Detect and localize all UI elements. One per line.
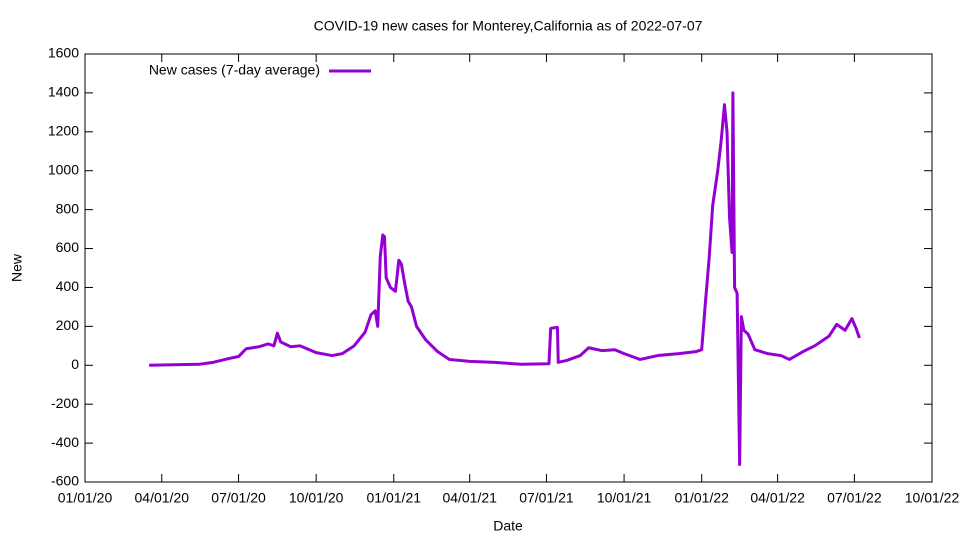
y-tick-label: 800 xyxy=(56,200,80,216)
x-tick-label: 07/01/21 xyxy=(519,490,574,506)
x-tick-label: 04/01/22 xyxy=(750,490,805,506)
x-tick-label: 07/01/20 xyxy=(211,490,266,506)
y-tick-label: 1600 xyxy=(48,45,79,61)
y-tick-label: 1200 xyxy=(48,123,79,139)
x-tick-label: 10/01/22 xyxy=(905,490,960,506)
y-axis-label: New xyxy=(9,253,25,282)
y-tick-label: 1400 xyxy=(48,84,79,100)
y-tick-label: 400 xyxy=(56,278,80,294)
y-tick-label: 1000 xyxy=(48,161,79,177)
y-tick-label: 600 xyxy=(56,239,80,255)
data-line xyxy=(149,91,861,466)
x-tick-label: 07/01/22 xyxy=(827,490,882,506)
x-tick-label: 01/01/22 xyxy=(674,490,729,506)
y-tick-label: -600 xyxy=(51,473,79,489)
chart-title: COVID-19 new cases for Monterey,Californ… xyxy=(314,18,703,34)
x-tick-label: 01/01/21 xyxy=(367,490,422,506)
legend-label: New cases (7-day average) xyxy=(149,62,320,78)
y-tick-label: 0 xyxy=(71,356,79,372)
y-tick-label: -200 xyxy=(51,395,79,411)
y-tick-label: 200 xyxy=(56,317,80,333)
plot-frame xyxy=(84,53,933,483)
x-tick-label: 10/01/20 xyxy=(289,490,344,506)
x-tick-label: 01/01/20 xyxy=(58,490,113,506)
x-tick-label: 04/01/20 xyxy=(135,490,190,506)
y-tick-label: -400 xyxy=(51,434,79,450)
x-axis-label: Date xyxy=(493,518,523,534)
x-tick-label: 04/01/21 xyxy=(442,490,497,506)
x-tick-label: 10/01/21 xyxy=(597,490,652,506)
